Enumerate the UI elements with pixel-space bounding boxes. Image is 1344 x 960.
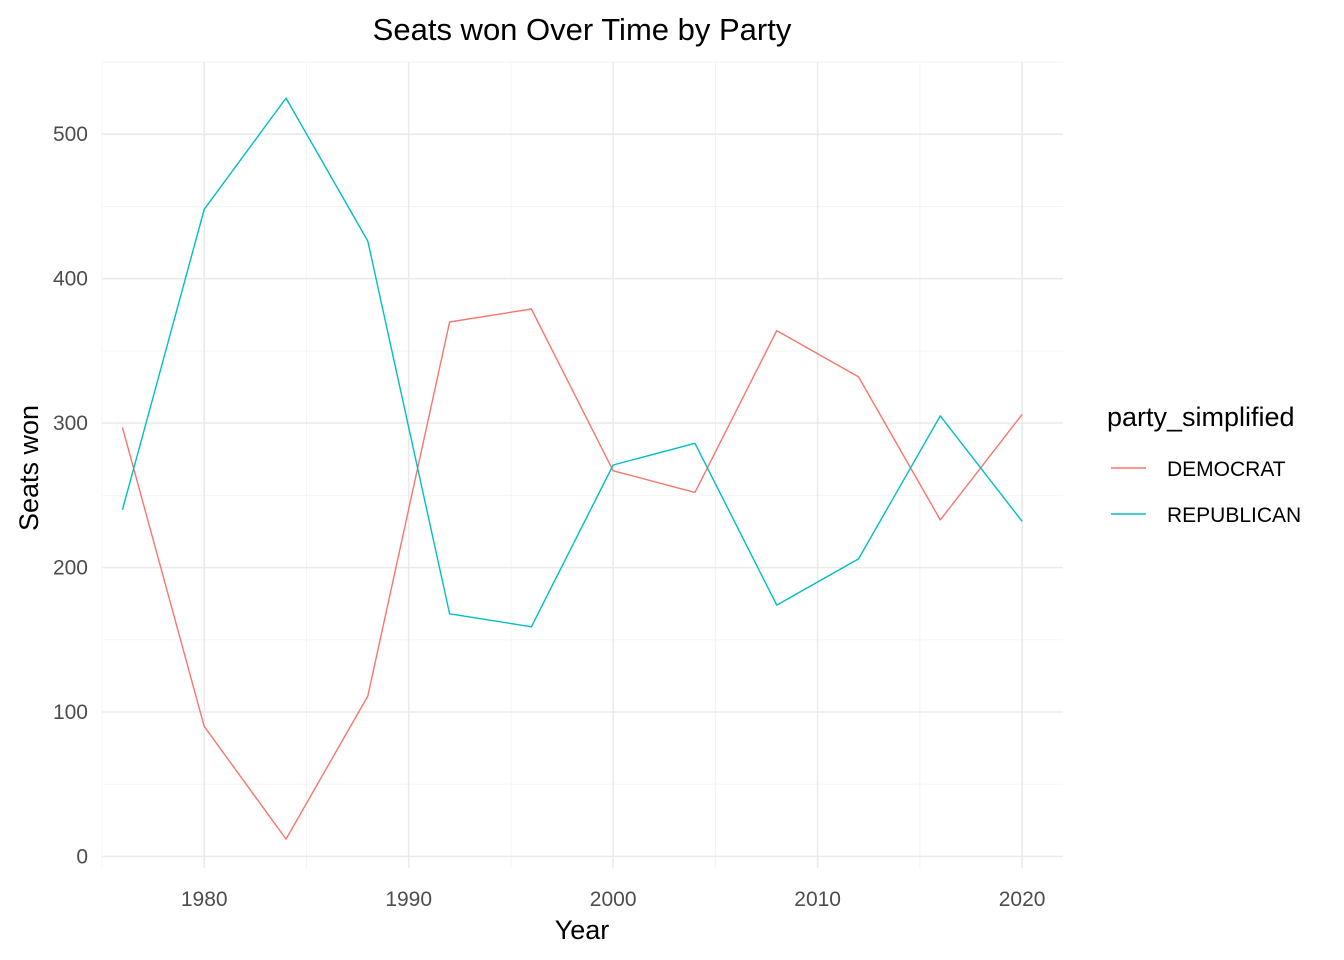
y-axis-title: Seats won bbox=[14, 405, 44, 531]
x-tick-label: 2000 bbox=[590, 888, 637, 911]
x-tick-label: 1980 bbox=[181, 888, 228, 911]
y-tick-label: 100 bbox=[53, 701, 88, 724]
y-tick-label: 400 bbox=[53, 268, 88, 291]
y-tick-label: 0 bbox=[76, 845, 88, 868]
x-axis-tick-labels: 1980 1990 2000 2010 2020 bbox=[181, 888, 1046, 911]
grid-lines bbox=[101, 61, 1063, 868]
legend: party_simplified DEMOCRAT REPUBLICAN bbox=[1107, 402, 1301, 527]
legend-label-republican: REPUBLICAN bbox=[1167, 504, 1301, 527]
legend-label-democrat: DEMOCRAT bbox=[1167, 458, 1286, 481]
legend-items: DEMOCRAT REPUBLICAN bbox=[1111, 458, 1301, 527]
y-tick-label: 200 bbox=[53, 557, 88, 580]
legend-title: party_simplified bbox=[1107, 402, 1295, 432]
y-tick-label: 500 bbox=[53, 123, 88, 146]
x-tick-label: 1990 bbox=[385, 888, 432, 911]
y-axis-tick-labels: 0 100 200 300 400 500 bbox=[53, 123, 88, 868]
x-tick-label: 2020 bbox=[999, 888, 1046, 911]
series-line-democrat bbox=[121, 308, 1023, 840]
x-tick-label: 2010 bbox=[794, 888, 841, 911]
series-lines bbox=[121, 97, 1023, 840]
y-tick-label: 300 bbox=[53, 412, 88, 435]
chart-title: Seats won Over Time by Party bbox=[373, 12, 792, 47]
series-line-republican bbox=[121, 97, 1023, 628]
x-axis-title: Year bbox=[555, 915, 610, 945]
